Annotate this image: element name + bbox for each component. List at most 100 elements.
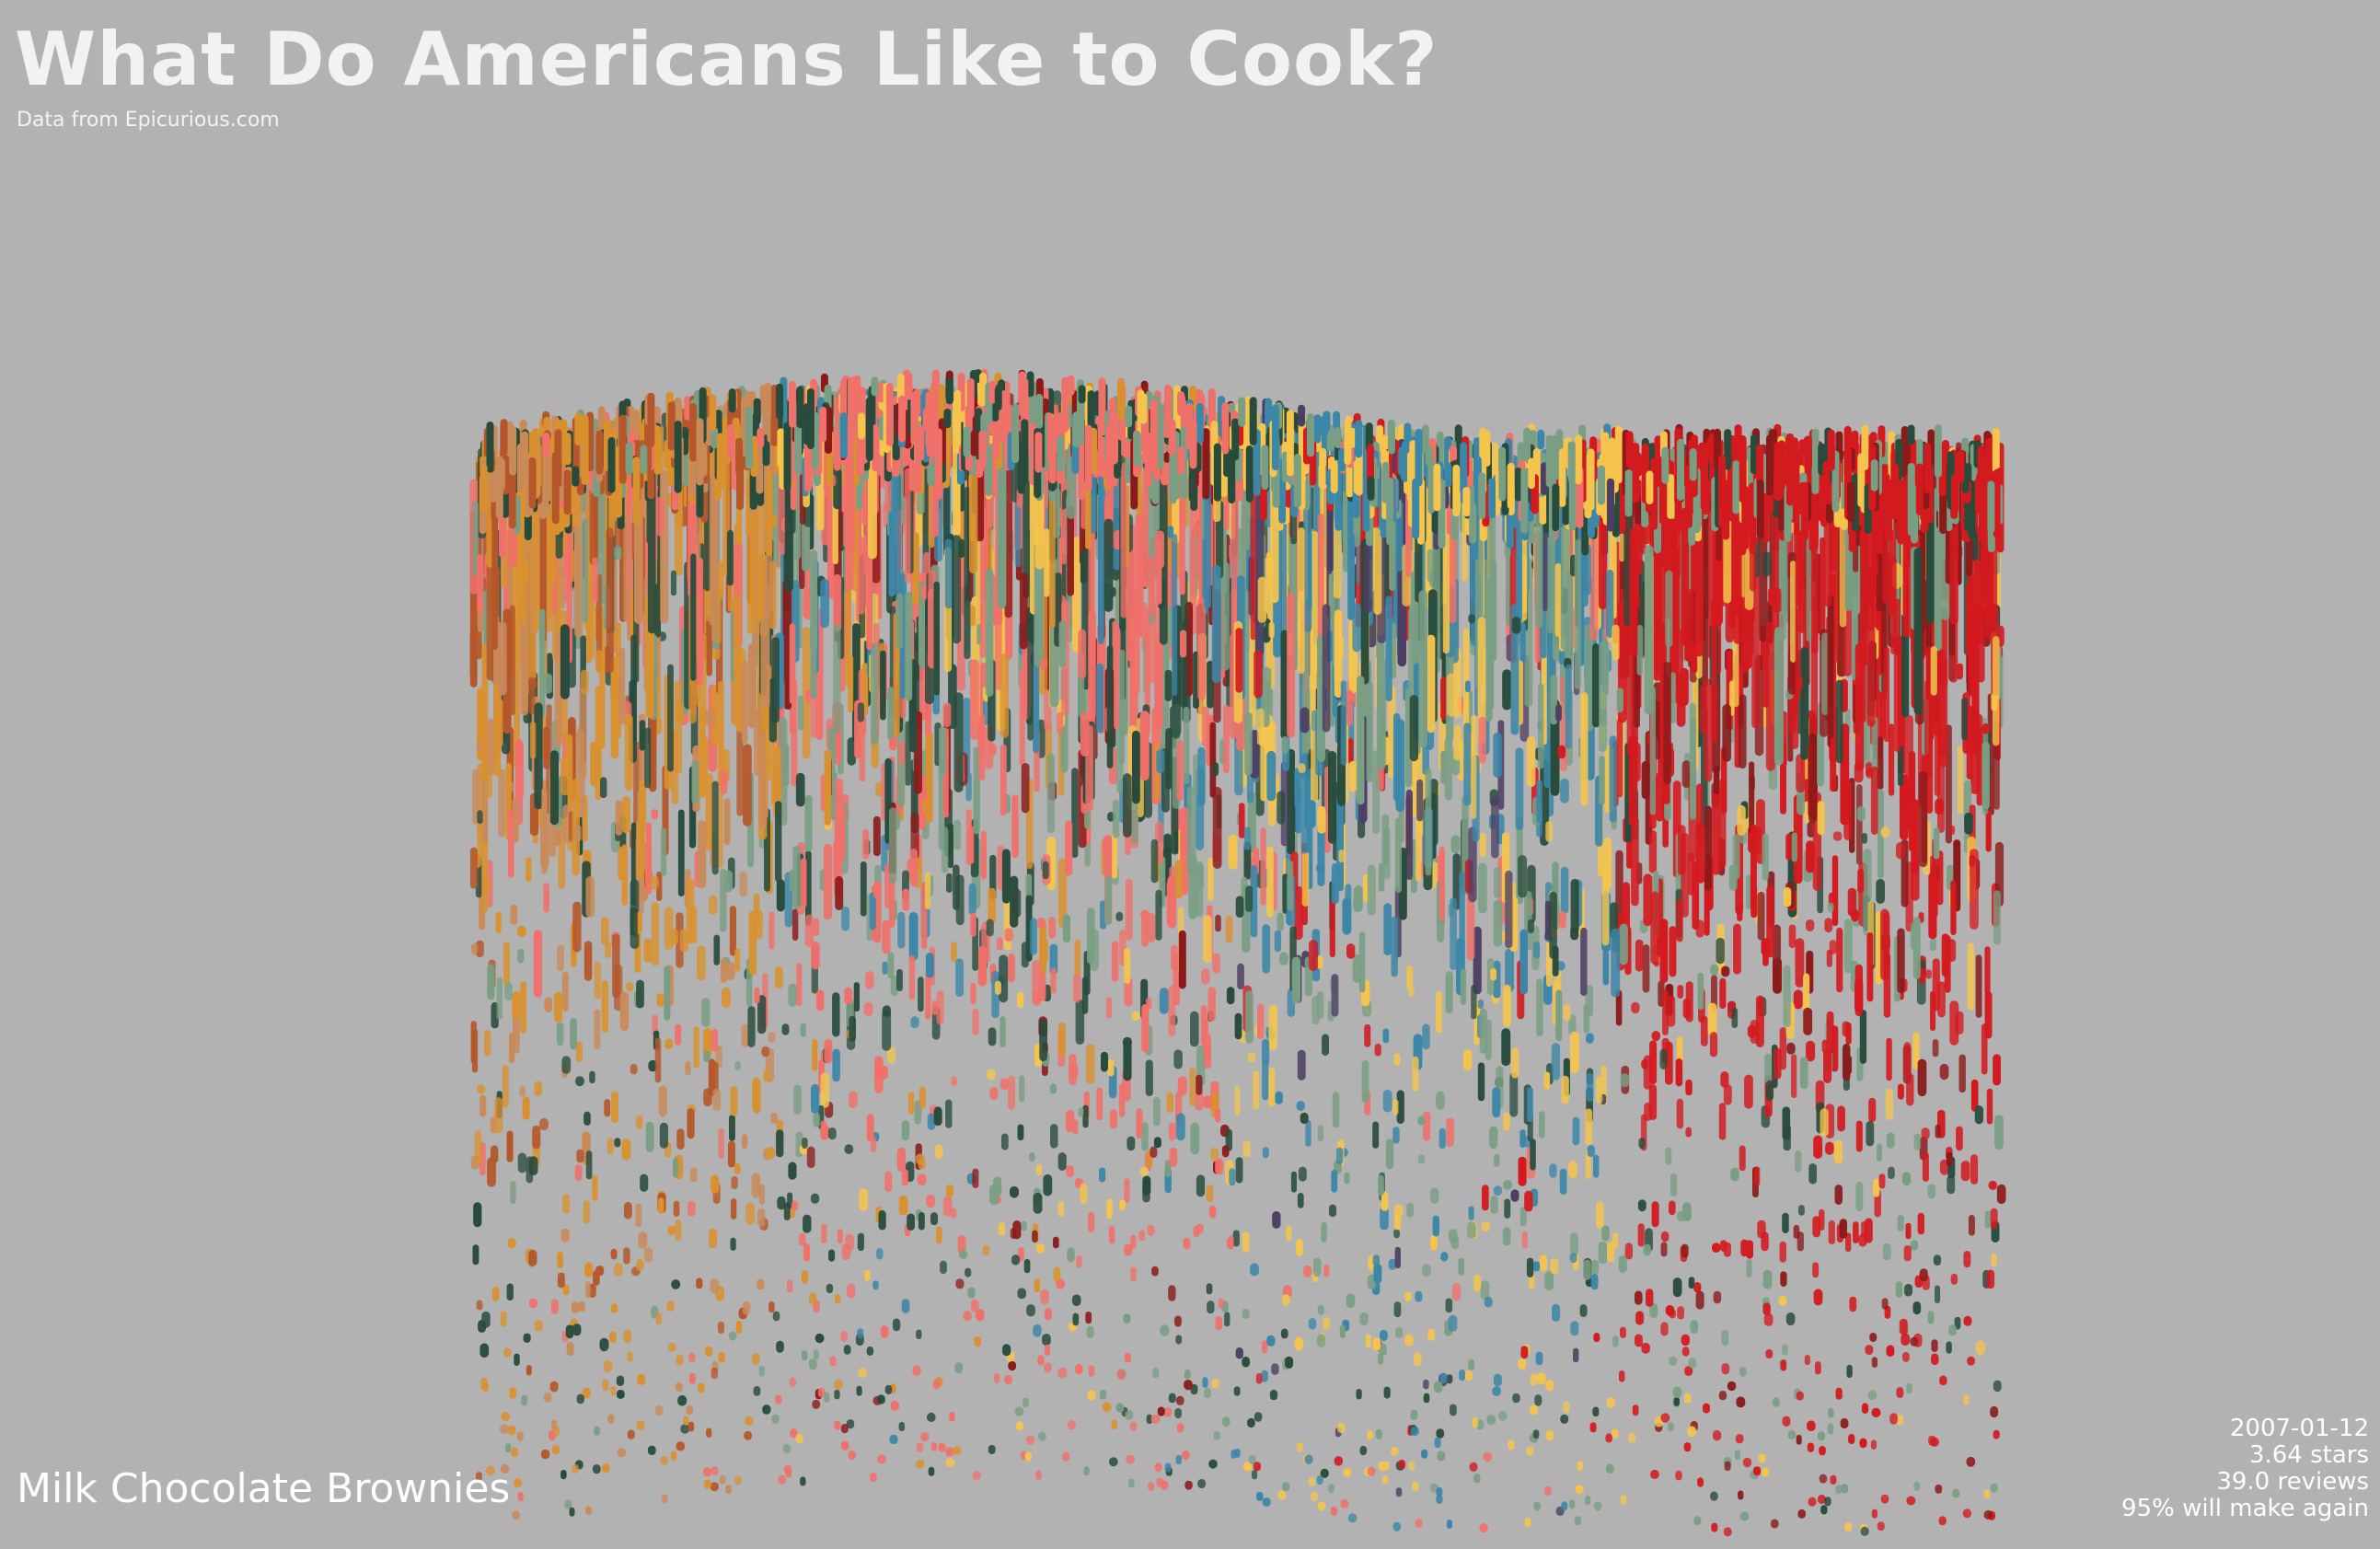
recipe-mark — [477, 1084, 486, 1094]
recipe-mark — [711, 646, 721, 660]
recipe-mark — [1950, 1273, 1958, 1285]
recipe-mark — [1796, 1391, 1804, 1401]
recipe-mark — [880, 1325, 889, 1338]
recipe-mark — [887, 687, 894, 740]
recipe-mark — [1378, 1175, 1384, 1196]
recipe-mark — [999, 954, 1009, 1003]
recipe-mark — [1751, 574, 1760, 729]
recipe-mark — [1791, 832, 1797, 862]
recipe-mark — [1785, 1312, 1796, 1326]
recipe-mark — [1559, 1168, 1567, 1195]
recipe-mark — [477, 810, 483, 825]
recipe-mark — [584, 1281, 591, 1299]
recipe-mark — [1344, 1172, 1350, 1185]
recipe-mark — [1334, 609, 1343, 699]
recipe-mark — [812, 1038, 818, 1071]
recipe-mark — [1101, 1051, 1108, 1072]
recipe-mark — [1279, 952, 1288, 965]
recipe-mark — [1437, 1451, 1446, 1462]
recipe-mark — [1875, 910, 1882, 985]
recipe-mark — [1819, 1446, 1826, 1456]
recipe-mark — [1394, 1212, 1402, 1231]
recipe-mark — [1592, 643, 1600, 728]
recipe-mark — [673, 1200, 680, 1217]
recipe-mark — [1206, 1185, 1214, 1203]
recipe-mark — [1040, 1289, 1049, 1305]
recipe-mark — [1466, 883, 1475, 961]
recipe-mark — [1088, 610, 1096, 719]
recipe-mark — [1385, 595, 1392, 702]
recipe-mark — [1082, 1104, 1089, 1128]
recipe-mark — [1280, 1328, 1288, 1339]
recipe-mark — [1861, 833, 1867, 844]
recipe-mark — [1468, 1206, 1474, 1220]
recipe-mark — [1197, 746, 1206, 806]
recipe-mark — [1925, 969, 1932, 979]
recipe-mark — [908, 954, 916, 1000]
recipe-mark — [938, 1442, 946, 1452]
recipe-mark — [485, 1465, 495, 1475]
recipe-mark — [623, 1201, 632, 1220]
recipe-mark — [473, 1202, 482, 1228]
recipe-mark — [1357, 676, 1365, 805]
recipe-mark — [1392, 1099, 1399, 1116]
recipe-mark — [1782, 1106, 1791, 1140]
recipe-mark — [1249, 621, 1256, 727]
recipe-mark — [1233, 1386, 1241, 1396]
recipe-mark — [1502, 669, 1512, 711]
recipe-mark — [1917, 1058, 1927, 1097]
recipe-mark — [1563, 1401, 1570, 1414]
recipe-mark — [1763, 1312, 1773, 1326]
recipe-mark — [720, 770, 728, 794]
recipe-mark — [1739, 1367, 1747, 1377]
recipe-mark — [1727, 1381, 1737, 1392]
recipe-mark — [1782, 1212, 1789, 1233]
recipe-mark — [1988, 1180, 1997, 1190]
recipe-mark — [1025, 1451, 1032, 1462]
recipe-mark — [1910, 1240, 1919, 1251]
recipe-mark — [675, 1023, 682, 1046]
recipe-mark — [1665, 570, 1673, 648]
recipe-mark — [1458, 1257, 1464, 1276]
recipe-mark — [696, 1277, 703, 1289]
recipe-mark — [1681, 1243, 1689, 1258]
recipe-mark — [476, 940, 484, 958]
recipe-mark — [623, 514, 630, 622]
recipe-mark — [953, 819, 962, 850]
recipe-mark — [1779, 1241, 1786, 1263]
recipe-mark — [690, 553, 697, 681]
recipe-mark — [940, 1260, 947, 1274]
recipe-mark — [803, 1243, 810, 1262]
recipe-mark — [859, 1188, 869, 1211]
recipe-mark — [1690, 1320, 1699, 1334]
recipe-mark — [1808, 1497, 1817, 1507]
recipe-mark — [1885, 1088, 1894, 1121]
recipe-mark — [539, 1117, 549, 1131]
recipe-mark — [693, 1026, 699, 1069]
recipe-mark — [1554, 562, 1562, 637]
recipe-mark — [1049, 1083, 1057, 1094]
recipe-mark — [876, 1394, 885, 1405]
recipe-mark — [562, 1284, 570, 1296]
recipe-mark — [702, 1467, 711, 1477]
recipe-mark — [711, 1174, 720, 1194]
recipe-mark — [1168, 1393, 1176, 1404]
recipe-mark — [1366, 682, 1374, 783]
recipe-mark — [1935, 798, 1945, 815]
recipe-mark — [688, 1352, 696, 1362]
recipe-mark — [1080, 549, 1087, 584]
recipe-mark — [729, 906, 736, 956]
recipe-mark — [1537, 1372, 1546, 1385]
recipe-mark — [1713, 1429, 1722, 1441]
recipe-mark — [1666, 995, 1676, 1027]
recipe-mark — [685, 1061, 691, 1076]
recipe-mark — [1563, 1004, 1571, 1022]
recipe-mark — [820, 1072, 829, 1108]
recipe-mark — [912, 532, 919, 605]
recipe-mark — [1197, 597, 1207, 700]
recipe-mark — [840, 1424, 849, 1434]
recipe-mark — [731, 1176, 738, 1190]
recipe-mark — [644, 727, 652, 789]
recipe-mark — [1394, 501, 1404, 572]
recipe-mark — [771, 1414, 780, 1424]
